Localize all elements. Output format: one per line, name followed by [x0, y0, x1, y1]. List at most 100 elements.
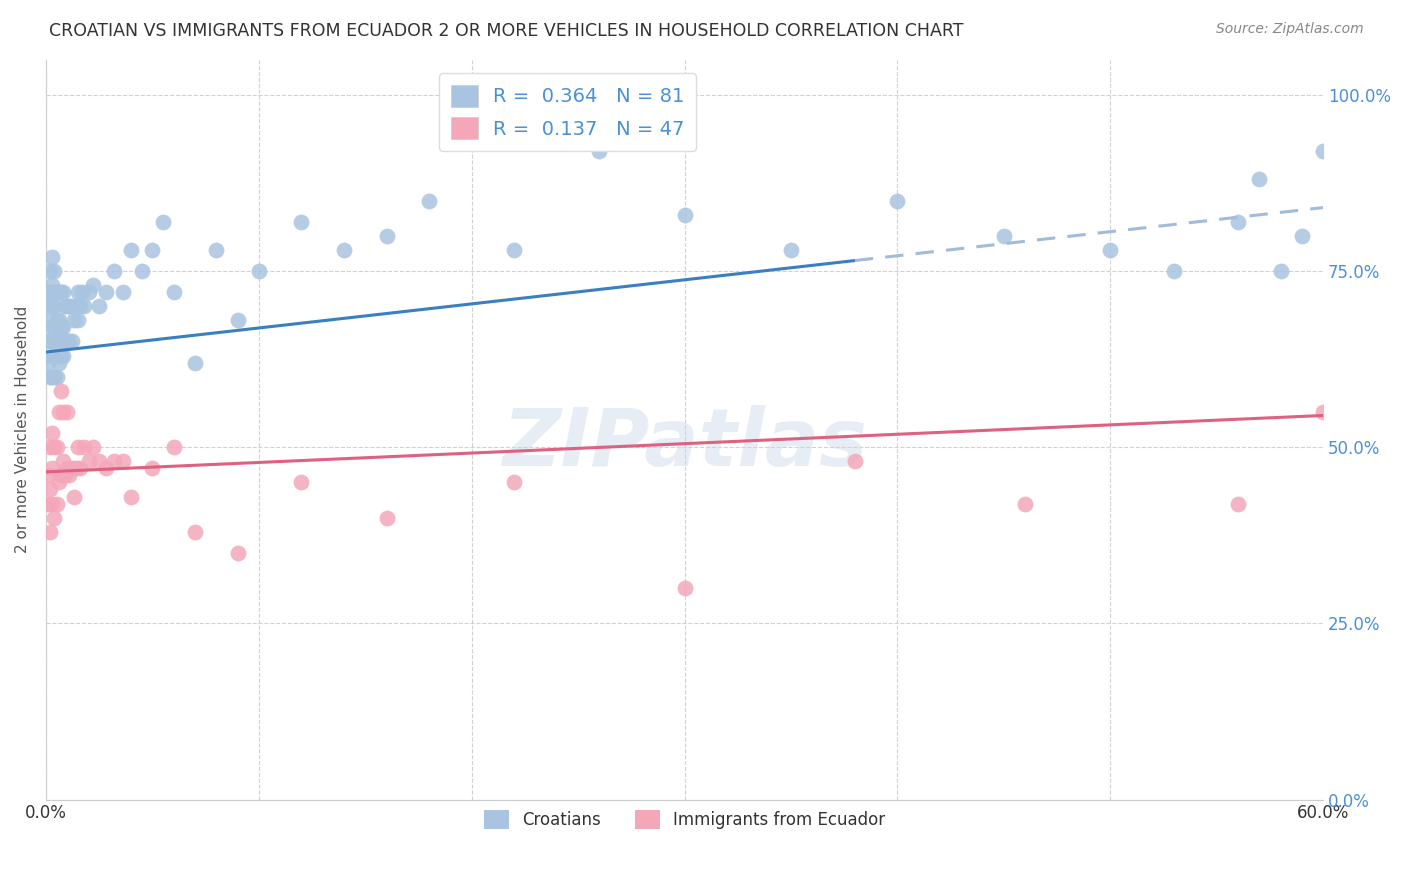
Point: [39, 440, 62, 454]
Point: [41, 278, 63, 293]
Point: [111, 454, 134, 468]
Point: [41, 299, 63, 313]
Point: [60, 299, 83, 313]
Point: [39, 524, 62, 539]
Point: [89, 299, 111, 313]
Point: [37, 334, 59, 349]
Legend: Croatians, Immigrants from Ecuador: Croatians, Immigrants from Ecuador: [478, 803, 891, 836]
Point: [53, 334, 76, 349]
Point: [226, 546, 249, 560]
Point: [503, 475, 526, 490]
Point: [184, 356, 207, 370]
Point: [120, 243, 142, 257]
Point: [39, 285, 62, 300]
Point: [41, 497, 63, 511]
Point: [39, 313, 62, 327]
Point: [44, 320, 66, 334]
Point: [82, 440, 104, 454]
Point: [58, 334, 80, 349]
Point: [131, 264, 153, 278]
Point: [41, 250, 63, 264]
Point: [58, 299, 80, 313]
Point: [77, 454, 100, 468]
Text: CROATIAN VS IMMIGRANTS FROM ECUADOR 2 OR MORE VEHICLES IN HOUSEHOLD CORRELATION : CROATIAN VS IMMIGRANTS FROM ECUADOR 2 OR…: [49, 22, 963, 40]
Point: [37, 299, 59, 313]
Point: [120, 490, 142, 504]
Point: [52, 454, 75, 468]
Point: [103, 454, 125, 468]
Point: [1227, 215, 1250, 229]
Point: [94, 461, 117, 475]
Point: [1312, 145, 1334, 159]
Point: [65, 461, 87, 475]
Point: [69, 299, 91, 313]
Point: [1014, 497, 1036, 511]
Point: [56, 461, 79, 475]
Point: [45, 497, 67, 511]
Point: [70, 285, 93, 300]
Point: [503, 243, 526, 257]
Point: [163, 440, 186, 454]
Point: [163, 285, 186, 300]
Point: [418, 194, 440, 208]
Point: [82, 278, 104, 293]
Point: [41, 426, 63, 441]
Point: [66, 285, 89, 300]
Point: [44, 369, 66, 384]
Point: [48, 334, 70, 349]
Point: [111, 285, 134, 300]
Point: [375, 228, 398, 243]
Point: [780, 243, 803, 257]
Point: [69, 461, 91, 475]
Point: [37, 356, 59, 370]
Point: [56, 299, 79, 313]
Point: [247, 264, 270, 278]
Point: [66, 440, 89, 454]
Point: [39, 264, 62, 278]
Point: [44, 264, 66, 278]
Point: [141, 243, 163, 257]
Point: [1270, 264, 1292, 278]
Point: [52, 349, 75, 363]
Point: [37, 497, 59, 511]
Point: [141, 461, 163, 475]
Point: [49, 320, 72, 334]
Point: [205, 243, 228, 257]
Point: [673, 581, 696, 595]
Point: [290, 475, 312, 490]
Point: [62, 490, 84, 504]
Point: [77, 285, 100, 300]
Point: [52, 285, 75, 300]
Point: [60, 334, 83, 349]
Point: [1227, 497, 1250, 511]
Y-axis label: 2 or more Vehicles in Household: 2 or more Vehicles in Household: [15, 306, 30, 553]
Point: [39, 334, 62, 349]
Point: [37, 468, 59, 483]
Point: [52, 320, 75, 334]
Point: [993, 228, 1015, 243]
Point: [73, 440, 96, 454]
Point: [65, 299, 87, 313]
Text: Source: ZipAtlas.com: Source: ZipAtlas.com: [1216, 22, 1364, 37]
Point: [37, 285, 59, 300]
Point: [44, 440, 66, 454]
Point: [56, 405, 79, 419]
Point: [1163, 264, 1185, 278]
Point: [49, 384, 72, 398]
Point: [53, 468, 76, 483]
Point: [1291, 228, 1313, 243]
Text: ZIPatlas: ZIPatlas: [502, 405, 868, 483]
Point: [152, 215, 174, 229]
Point: [44, 299, 66, 313]
Point: [73, 299, 96, 313]
Point: [41, 461, 63, 475]
Point: [62, 313, 84, 327]
Point: [66, 313, 89, 327]
Point: [89, 454, 111, 468]
Point: [48, 475, 70, 490]
Point: [53, 299, 76, 313]
Point: [52, 405, 75, 419]
Point: [45, 285, 67, 300]
Point: [49, 349, 72, 363]
Point: [588, 145, 610, 159]
